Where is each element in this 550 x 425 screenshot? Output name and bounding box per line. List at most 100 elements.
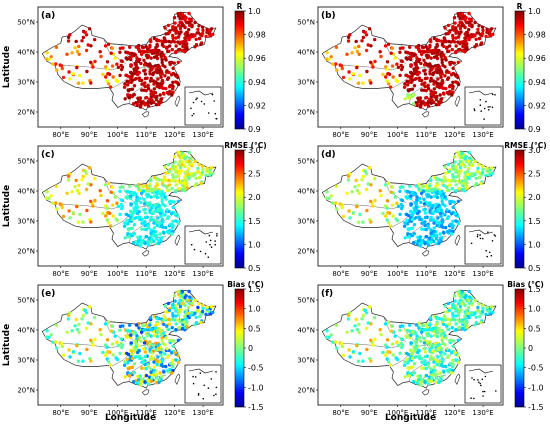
inset-island bbox=[210, 378, 213, 380]
station-point bbox=[346, 35, 351, 39]
inset-island bbox=[203, 103, 206, 105]
station-point bbox=[146, 365, 151, 369]
station-point bbox=[428, 316, 433, 320]
station-point bbox=[171, 27, 175, 32]
inset-island bbox=[491, 106, 494, 109]
station-point bbox=[98, 328, 102, 332]
station-point bbox=[122, 85, 127, 89]
hainan-outline bbox=[141, 389, 150, 396]
station-point bbox=[162, 370, 166, 374]
station-point bbox=[422, 347, 426, 351]
station-point bbox=[396, 65, 401, 70]
station-point bbox=[396, 343, 401, 348]
station-point bbox=[416, 378, 421, 382]
station-point bbox=[464, 178, 468, 182]
station-point bbox=[86, 43, 90, 47]
lat-tick-label: 20°N bbox=[17, 387, 35, 395]
station-point bbox=[140, 88, 144, 92]
station-point bbox=[108, 363, 113, 367]
station-point bbox=[70, 190, 74, 194]
station-point bbox=[442, 370, 446, 374]
colorbar-tick-label: 0.96 bbox=[528, 54, 546, 63]
station-point bbox=[89, 183, 93, 187]
station-point bbox=[84, 326, 89, 331]
station-point bbox=[408, 323, 412, 327]
station-point bbox=[130, 356, 135, 361]
station-point bbox=[144, 373, 149, 378]
station-point bbox=[439, 333, 443, 337]
station-point bbox=[145, 202, 149, 206]
station-point bbox=[423, 362, 427, 367]
station-point bbox=[463, 303, 467, 308]
station-point bbox=[420, 240, 424, 244]
station-point bbox=[426, 226, 431, 230]
station-point bbox=[378, 50, 382, 54]
station-point bbox=[409, 349, 414, 353]
station-point bbox=[366, 321, 370, 325]
station-point bbox=[178, 298, 182, 303]
inset-island bbox=[483, 390, 486, 393]
station-point bbox=[399, 202, 403, 207]
station-point bbox=[209, 305, 214, 309]
station-point bbox=[155, 195, 160, 200]
station-point bbox=[73, 46, 77, 50]
station-point bbox=[345, 191, 349, 195]
station-point bbox=[441, 225, 445, 229]
colorbar-tick-label: 0.9 bbox=[528, 125, 541, 134]
station-point bbox=[435, 183, 439, 187]
station-point bbox=[399, 337, 403, 341]
station-point bbox=[80, 317, 84, 321]
station-point bbox=[485, 27, 489, 31]
station-point bbox=[463, 25, 467, 30]
station-point bbox=[168, 60, 172, 65]
station-point bbox=[155, 223, 159, 228]
station-point bbox=[476, 31, 481, 35]
station-point bbox=[164, 336, 168, 340]
station-point bbox=[406, 50, 410, 55]
station-point bbox=[165, 229, 170, 234]
lat-tick-label: 50°N bbox=[17, 297, 35, 305]
station-point bbox=[405, 222, 410, 226]
station-point bbox=[423, 84, 427, 89]
station-point bbox=[450, 325, 454, 330]
station-point bbox=[172, 200, 176, 204]
station-point bbox=[424, 45, 428, 49]
station-point bbox=[443, 38, 447, 42]
station-point bbox=[450, 232, 454, 236]
station-point bbox=[480, 25, 485, 29]
taiwan-outline bbox=[454, 373, 461, 385]
station-point bbox=[448, 83, 453, 88]
station-point bbox=[125, 212, 129, 217]
colorbar-title: R bbox=[237, 2, 243, 11]
station-point bbox=[457, 171, 462, 175]
station-point bbox=[464, 39, 468, 43]
station-point bbox=[445, 185, 449, 189]
station-point bbox=[194, 182, 199, 186]
station-point bbox=[436, 65, 440, 69]
station-point bbox=[445, 229, 450, 234]
station-point bbox=[154, 209, 158, 213]
station-point bbox=[77, 322, 81, 327]
station-point bbox=[164, 197, 168, 201]
station-point bbox=[437, 241, 441, 246]
station-point bbox=[415, 334, 419, 338]
station-point bbox=[166, 301, 171, 306]
station-point bbox=[123, 221, 127, 225]
station-point bbox=[152, 226, 156, 230]
station-point bbox=[196, 309, 201, 313]
colorbar: RMSE (°C)3.02.52.01.51.00.5 bbox=[224, 141, 266, 273]
station-point bbox=[129, 341, 133, 345]
station-point bbox=[474, 37, 478, 41]
station-point bbox=[432, 360, 436, 364]
station-point bbox=[125, 83, 130, 87]
lat-tick-label: 30°N bbox=[17, 79, 35, 87]
station-point bbox=[150, 98, 154, 102]
lon-tick-label: 80°E bbox=[332, 131, 349, 139]
station-point bbox=[170, 47, 174, 52]
station-point bbox=[384, 65, 388, 69]
station-point bbox=[437, 239, 441, 243]
station-point bbox=[428, 177, 433, 181]
station-point bbox=[187, 295, 192, 299]
station-point bbox=[429, 373, 434, 377]
station-point bbox=[159, 375, 164, 379]
